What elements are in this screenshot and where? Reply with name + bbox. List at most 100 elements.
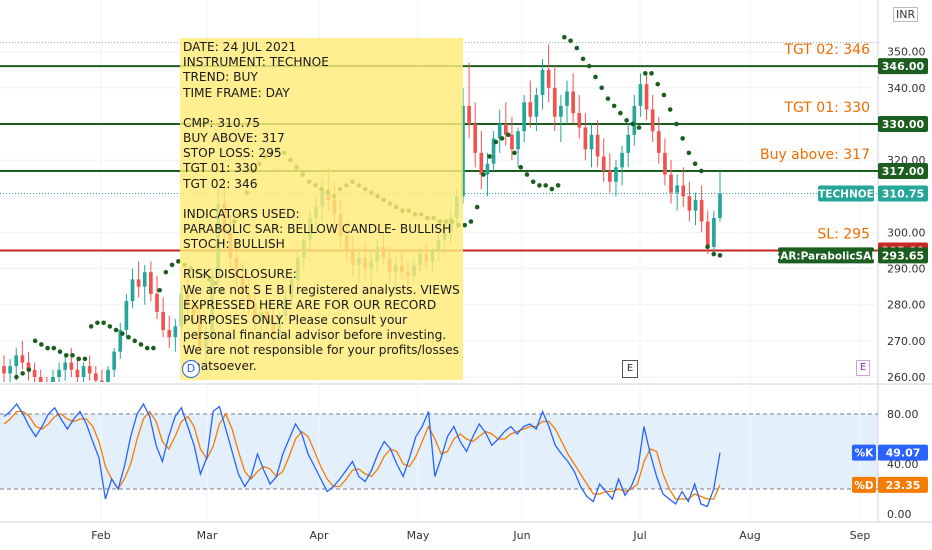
note-line: TGT 02: 346: [183, 176, 258, 191]
sar-dot: [95, 320, 100, 326]
sar-dot: [63, 353, 69, 358]
candle-body: [669, 174, 673, 193]
earnings-marker[interactable]: E: [622, 360, 638, 378]
sar-dot: [462, 222, 468, 228]
level-tag: 330.00: [882, 118, 925, 131]
sar-dot: [487, 154, 492, 159]
currency-unit[interactable]: INR: [893, 7, 919, 22]
d-name-bg: [852, 476, 876, 493]
candle-body: [26, 362, 31, 370]
sar-dot: [113, 327, 119, 333]
sar-dot: [144, 345, 150, 351]
candle-body: [546, 69, 551, 88]
sar-dot: [20, 371, 25, 376]
candle-body: [650, 109, 655, 132]
note-line: STOCH: BULLISH: [183, 237, 285, 252]
candle-body: [130, 279, 135, 302]
sar-dot: [537, 183, 542, 188]
trade-note: DATE: 24 JUL 2021 INSTRUMENT: TECHNOE TREN…: [180, 38, 463, 380]
level-tag-bg: [878, 162, 928, 179]
sar-dot: [661, 92, 667, 98]
stoch-tick-label: 0.00: [887, 508, 912, 521]
sar-dot: [586, 63, 592, 69]
candle-body: [14, 355, 19, 367]
stoch-tick-label: 80.00: [887, 408, 919, 421]
earnings-marker-future[interactable]: E: [856, 360, 870, 376]
price-tick-label: 300.00: [887, 226, 926, 239]
sar-dot: [705, 244, 710, 250]
candle-body: [51, 377, 55, 382]
stochastic-lines: [3, 402, 721, 508]
sar-dot: [667, 107, 673, 112]
sar-dot: [481, 172, 486, 177]
sar-dot: [474, 204, 480, 210]
candle-body: [675, 185, 679, 193]
sar-dot: [101, 320, 106, 326]
month-label: Mar: [197, 529, 218, 542]
candle-body: [620, 152, 624, 168]
sar-dot: [107, 324, 113, 329]
note-line: TREND: BUY: [183, 70, 258, 85]
sar-dot: [611, 103, 617, 109]
dividend-marker[interactable]: D: [182, 360, 200, 378]
note-line: TIME FRAME: DAY: [183, 85, 290, 100]
sar-dot: [568, 38, 573, 44]
sar-dot: [138, 342, 144, 347]
candle-body: [32, 369, 37, 377]
note-line: [183, 101, 463, 116]
sar-dot: [655, 81, 661, 87]
sar-dot: [680, 136, 685, 141]
level-label: SL: 295: [817, 226, 870, 242]
candle-body: [63, 362, 68, 370]
axis-tags: 346.00330.00317.00295.00TECHNOE310.75SAR…: [773, 58, 928, 493]
note-line: INSTRUMENT: TECHNOE: [183, 55, 329, 70]
d-name-label: %D: [854, 480, 874, 492]
candle-body: [57, 369, 61, 377]
sar-dot: [163, 269, 169, 275]
k-tag-bg: [878, 444, 928, 461]
month-label: Feb: [91, 529, 110, 542]
candle-body: [503, 123, 508, 135]
sar-dot: [518, 165, 524, 170]
sar-dot: [70, 353, 75, 358]
note-line: [183, 192, 463, 207]
candle-body: [608, 170, 612, 182]
note-line: INDICATORS USED:: [183, 206, 300, 221]
candle-body: [20, 355, 25, 363]
sar-dot: [674, 121, 679, 127]
sar-dot: [512, 150, 517, 156]
candle-body: [2, 366, 6, 374]
candle-body: [705, 221, 710, 247]
sar-dot: [169, 262, 175, 268]
sar-dot: [493, 139, 499, 145]
candle-body: [479, 152, 484, 175]
sar-dot: [530, 179, 536, 185]
level-label: TGT 01: 330: [783, 100, 870, 116]
note-line: TGT 01: 330: [183, 161, 258, 176]
candle-body: [595, 134, 600, 157]
level-label: Buy above: 317: [760, 147, 870, 163]
sar-dot: [119, 331, 125, 336]
stoch-tick-label: 40.00: [887, 458, 919, 471]
candle-body: [118, 330, 123, 352]
candle-body: [552, 87, 557, 117]
note-line: DATE: 24 JUL 2021: [183, 40, 297, 54]
sar-dot: [39, 342, 44, 347]
sar-dot: [57, 349, 63, 354]
sar-dot: [574, 45, 580, 51]
level-tag: 317.00: [882, 165, 925, 178]
sar-dot: [624, 118, 629, 123]
note-line: [183, 252, 463, 267]
sar-dot: [593, 74, 598, 80]
current-price-tag: 310.75: [882, 188, 924, 201]
candle-body: [485, 163, 490, 175]
level-label: TGT 02: 346: [783, 42, 870, 58]
candle-body: [559, 105, 563, 117]
sar-dot: [151, 345, 156, 351]
candle-body: [699, 199, 704, 222]
note-line: BUY ABOVE: 317: [183, 131, 285, 146]
candle-body: [155, 293, 159, 312]
price-tick-label: 270.00: [887, 335, 926, 348]
candle-body: [614, 167, 618, 182]
